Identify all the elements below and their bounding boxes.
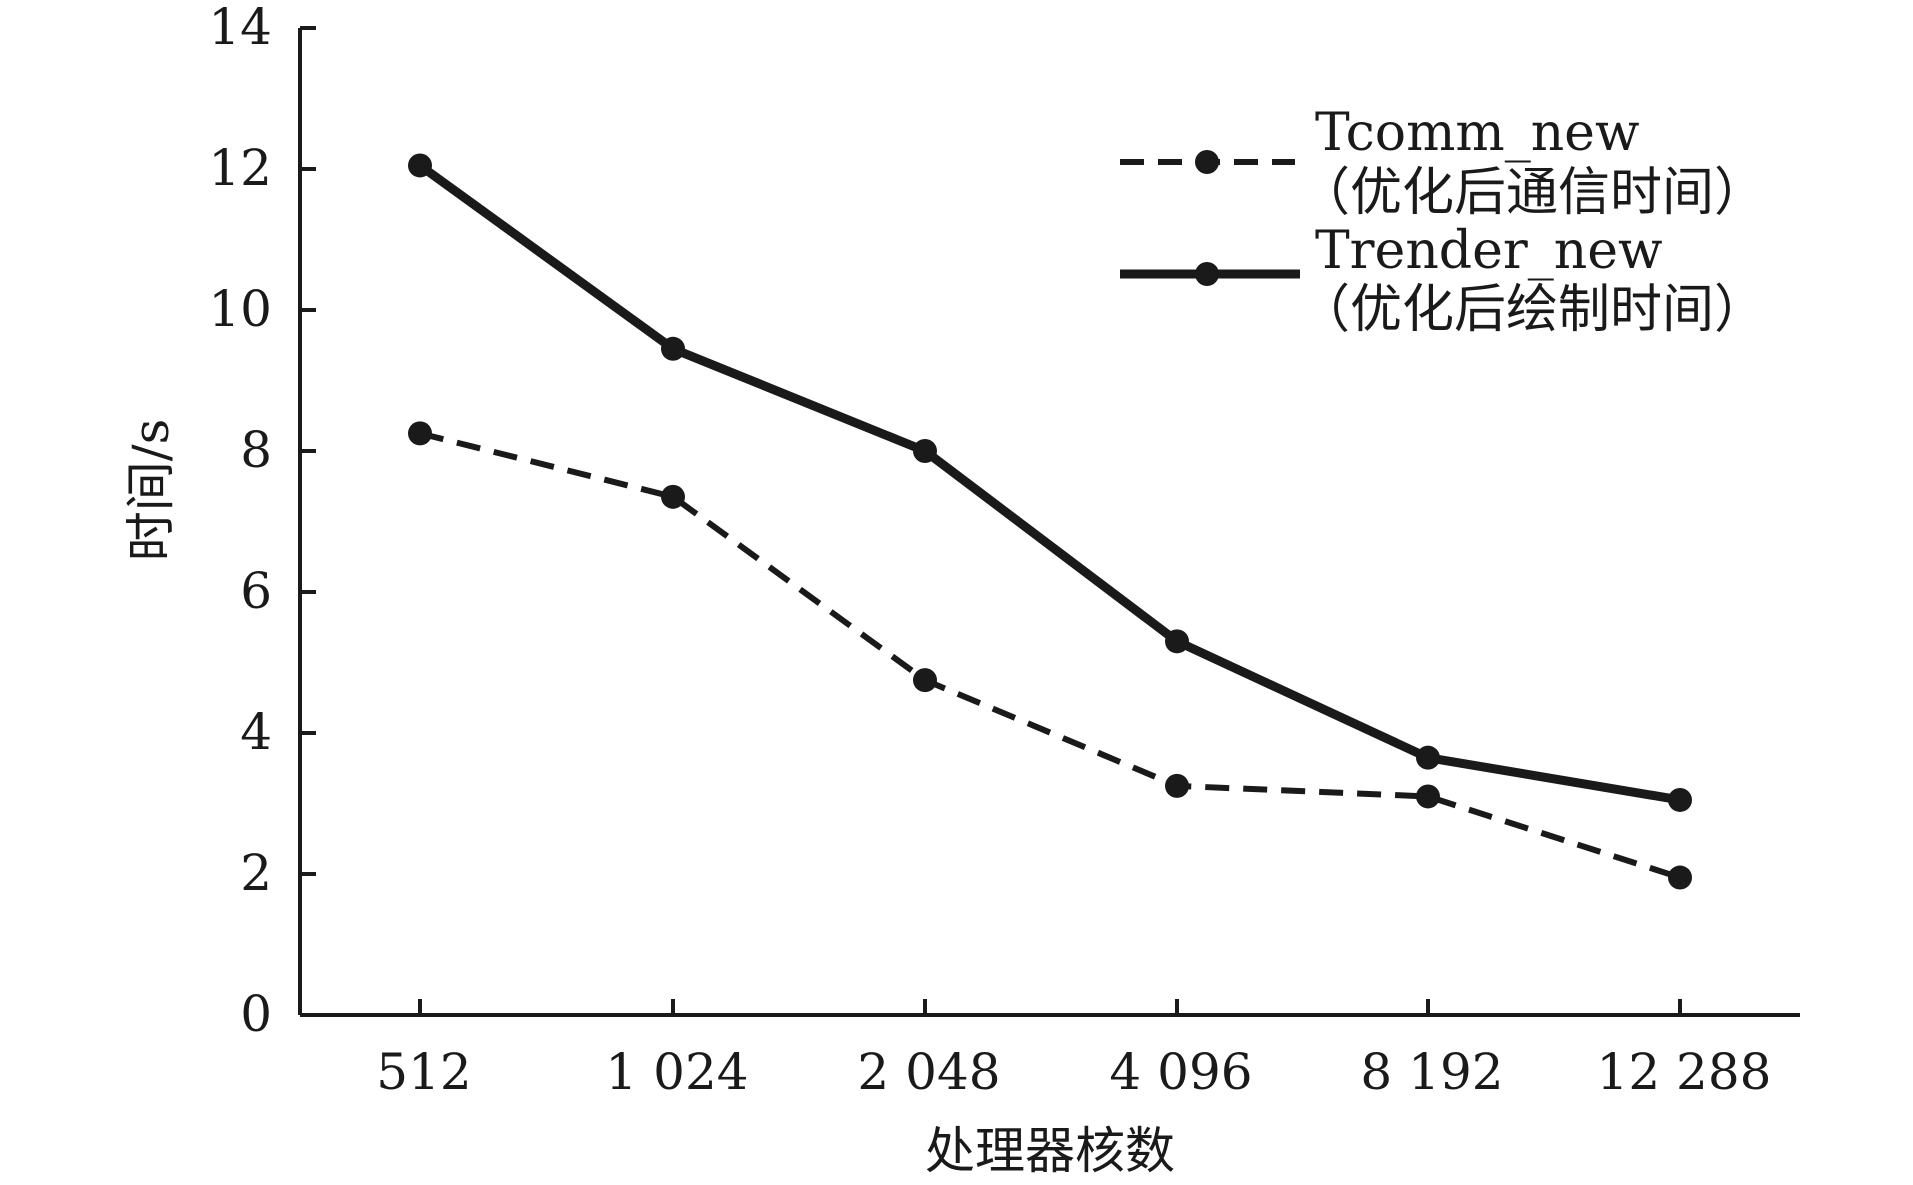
data-point-trender-new xyxy=(1668,787,1692,812)
y-tick-label: 4 xyxy=(240,703,272,761)
legend-entry-trender: Trender_new （优化后绘制时间） xyxy=(1120,221,1766,340)
y-tick-label: 2 xyxy=(240,844,272,902)
series-line-trender-new xyxy=(417,161,1681,805)
data-point-tcomm-new xyxy=(1165,773,1189,798)
y-tick-label: 10 xyxy=(208,280,272,338)
x-tick-label: 8 192 xyxy=(1360,1043,1503,1101)
x-tick-label: 1 024 xyxy=(605,1043,748,1101)
data-point-tcomm-new xyxy=(408,421,432,446)
legend-sublabel-trender: （优化后绘制时间） xyxy=(1298,280,1766,340)
legend: Tcomm_new （优化后通信时间） Trender_new （优化后绘制时间… xyxy=(1120,103,1766,340)
y-tick-label: 12 xyxy=(208,139,272,197)
legend-label-trender: Trender_new xyxy=(1315,221,1663,281)
x-tick-label: 4 096 xyxy=(1109,1043,1252,1101)
x-tick-label: 2 048 xyxy=(857,1043,1000,1101)
axes xyxy=(298,28,1800,1017)
series-line-tcomm-new xyxy=(419,430,1681,881)
series-layer xyxy=(408,153,1692,890)
legend-label-tcomm: Tcomm_new xyxy=(1315,103,1639,163)
data-point-trender-new xyxy=(1416,745,1440,770)
data-point-trender-new xyxy=(913,439,937,463)
data-point-tcomm-new xyxy=(913,668,937,693)
data-point-trender-new xyxy=(661,336,685,361)
x-axis-title: 处理器核数 xyxy=(925,1122,1175,1180)
data-point-trender-new xyxy=(408,153,432,178)
data-point-tcomm-new xyxy=(1668,865,1692,890)
y-ticks: 0 2 4 6 8 10 12 14 xyxy=(208,0,316,1043)
x-tick-label: 12 288 xyxy=(1597,1043,1772,1101)
legend-swatch-tcomm-marker xyxy=(1195,150,1219,174)
y-axis-title: 时间/s xyxy=(122,419,180,562)
x-tick-label: 512 xyxy=(376,1043,471,1101)
y-tick-label: 0 xyxy=(240,985,272,1043)
data-point-tcomm-new xyxy=(661,484,685,509)
y-tick-label: 8 xyxy=(240,421,272,479)
data-point-tcomm-new xyxy=(1416,784,1440,809)
x-ticks: 512 1 024 2 048 4 096 8 192 12 288 xyxy=(376,999,1771,1101)
legend-entry-tcomm: Tcomm_new （优化后通信时间） xyxy=(1120,103,1766,223)
y-tick-label: 6 xyxy=(240,562,272,620)
data-point-trender-new xyxy=(1165,629,1189,654)
legend-swatch-trender-marker xyxy=(1195,262,1219,286)
y-tick-label: 14 xyxy=(208,0,272,56)
legend-sublabel-tcomm: （优化后通信时间） xyxy=(1298,163,1766,223)
